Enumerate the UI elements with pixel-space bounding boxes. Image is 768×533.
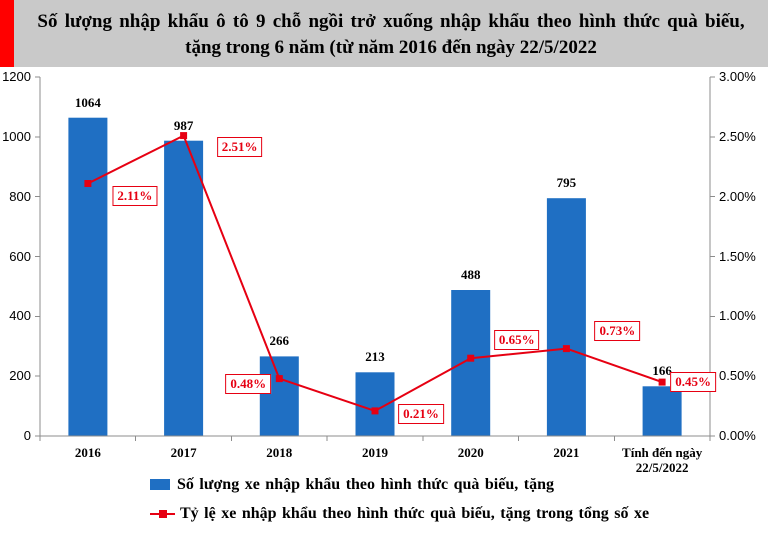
y-axis-left-tick-label: 200 xyxy=(9,368,31,384)
title-banner: Số lượng nhập khẩu ô tô 9 chỗ ngồi trở x… xyxy=(0,0,768,67)
title-accent-stripe xyxy=(0,0,14,67)
line-value-label: 2.51% xyxy=(216,136,263,157)
line-value-label: 2.11% xyxy=(112,185,158,206)
line-marker xyxy=(562,345,570,353)
line-value-label: 0.21% xyxy=(398,403,444,424)
x-axis-category-label: 2021 xyxy=(553,445,580,460)
legend-item-bar-series: Số lượng xe nhập khẩu theo hình thức quà… xyxy=(150,476,750,494)
bar-value-label: 213 xyxy=(365,349,385,365)
bar xyxy=(546,198,586,436)
x-axis-category-label: 2019 xyxy=(362,445,388,460)
y-axis-right-tick-label: 0.50% xyxy=(719,368,756,384)
legend-line-marker xyxy=(159,510,167,518)
bar-value-label: 795 xyxy=(556,175,577,191)
bar xyxy=(68,117,108,436)
y-axis-right-tick-label: 0.00% xyxy=(719,428,756,443)
chart-title-line-1: Số lượng nhập khẩu ô tô 9 chỗ ngồi trở x… xyxy=(37,11,745,32)
y-axis-left-tick-label: 1000 xyxy=(2,128,31,144)
line-value-label: 0.48% xyxy=(225,373,272,394)
line-marker xyxy=(275,375,283,383)
bar-value-label: 1064 xyxy=(74,94,101,110)
y-axis-left-tick-label: 600 xyxy=(9,248,31,264)
legend-bar-swatch xyxy=(150,479,170,490)
bar xyxy=(164,140,204,436)
x-axis-category-label: 2017 xyxy=(170,445,197,460)
legend-item-line-series: Tỷ lệ xe nhập khẩu theo hình thức quà bi… xyxy=(150,505,750,523)
y-axis-right-tick-label: 1.00% xyxy=(719,308,756,324)
bar-value-label: 166 xyxy=(652,363,672,379)
line-value-label: 0.73% xyxy=(594,320,641,341)
line-marker xyxy=(467,354,475,362)
bar xyxy=(642,386,682,436)
line-value-label: 0.45% xyxy=(670,372,717,393)
bar-value-label: 266 xyxy=(269,333,290,349)
line-marker xyxy=(84,180,92,187)
y-axis-right-tick-label: 2.00% xyxy=(719,188,756,204)
bar xyxy=(259,356,299,436)
y-axis-left-tick-label: 0 xyxy=(23,428,31,443)
x-axis-category-label: 2018 xyxy=(266,445,293,460)
legend-bar-series-label: Số lượng xe nhập khẩu theo hình thức quà… xyxy=(177,476,554,493)
y-axis-left-tick-label: 800 xyxy=(9,188,31,204)
x-axis-category-label: 2016 xyxy=(74,445,101,460)
bar xyxy=(451,290,491,436)
bar-value-label: 488 xyxy=(460,267,481,282)
y-axis-right-tick-label: 3.00% xyxy=(719,69,756,84)
y-axis-right-tick-label: 2.50% xyxy=(719,128,756,144)
line-value-label: 0.65% xyxy=(493,330,540,351)
bar-value-label: 987 xyxy=(173,117,194,133)
y-axis-left-tick-label: 1200 xyxy=(2,69,31,84)
x-axis-category-label: Tính đến ngày 22/5/2022 xyxy=(622,445,703,475)
x-axis-category-label: 2020 xyxy=(457,445,484,460)
line-marker xyxy=(658,378,666,386)
y-axis-left-tick-label: 400 xyxy=(9,308,31,324)
line-marker xyxy=(180,132,188,140)
legend-line-series-label: Tỷ lệ xe nhập khẩu theo hình thức quà bi… xyxy=(180,505,650,522)
chart-title-line-2: tặng trong 6 năm (từ năm 2016 đến ngày 2… xyxy=(185,37,597,58)
line-marker xyxy=(371,407,379,415)
y-axis-right-tick-label: 1.50% xyxy=(719,248,756,264)
